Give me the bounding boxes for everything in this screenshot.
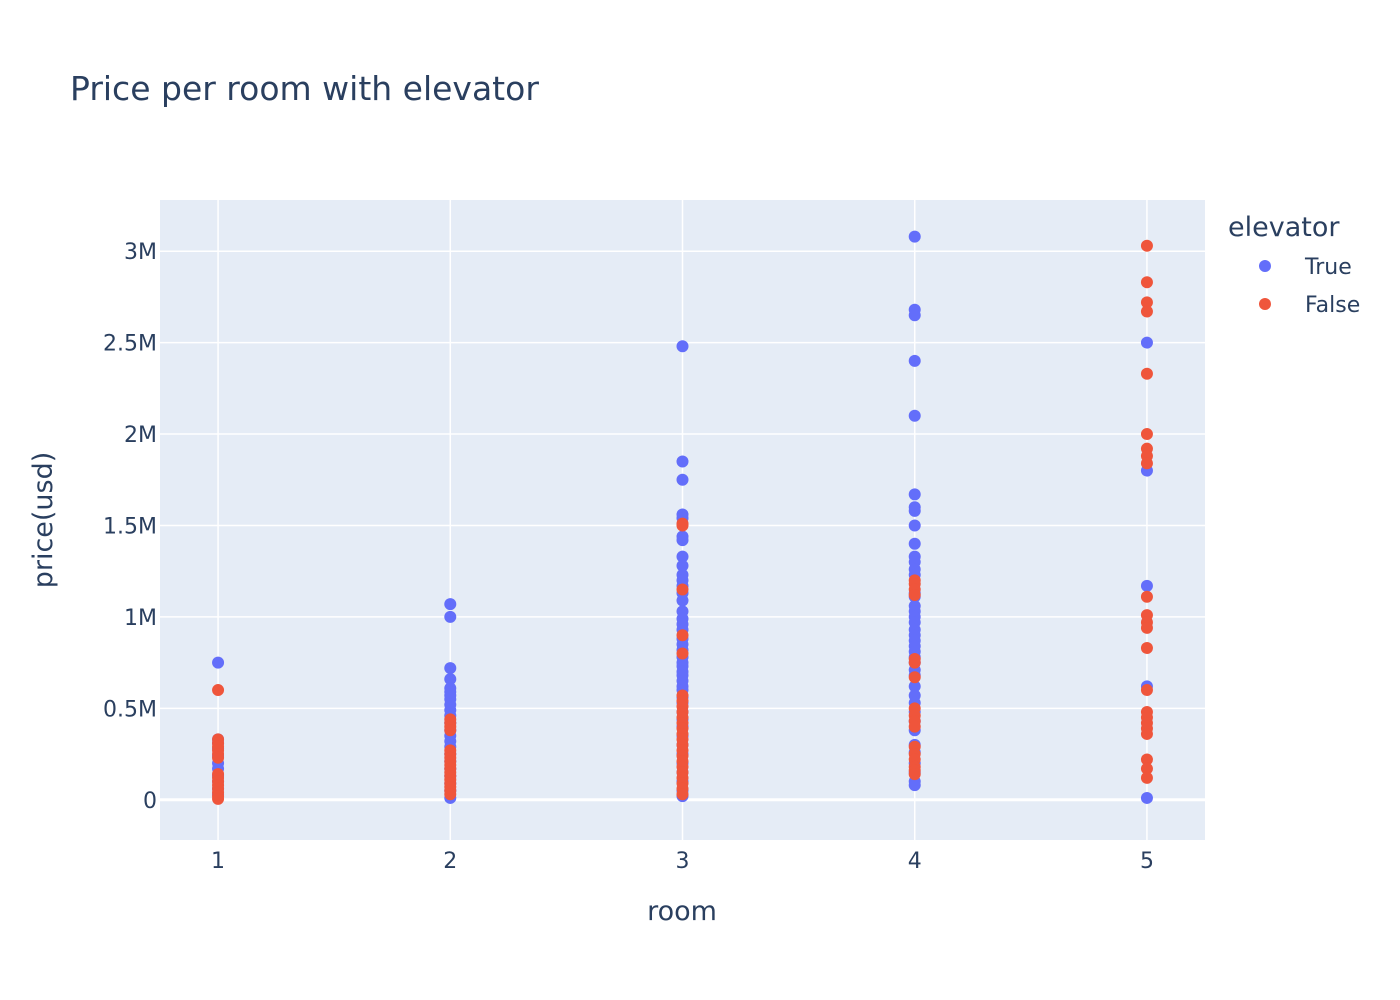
y-tick-label: 2.5M [103, 332, 157, 357]
data-point-false [212, 751, 225, 764]
legend-marker-false [1259, 298, 1271, 310]
data-point-false [444, 724, 457, 737]
data-point-false [1140, 762, 1153, 775]
data-point-false [1140, 621, 1153, 634]
data-point-false [1140, 727, 1153, 740]
data-point-false [1140, 771, 1153, 784]
data-point-false [1140, 428, 1153, 441]
data-point-false [1140, 305, 1153, 318]
y-tick-label: 0 [143, 789, 157, 814]
data-point-true [444, 598, 457, 611]
y-tick-label: 1M [124, 606, 157, 631]
data-point-false [1140, 642, 1153, 654]
legend-label-false: False [1305, 293, 1360, 318]
series-false [212, 239, 1153, 805]
data-point-false [908, 671, 921, 684]
data-point-false [212, 792, 225, 805]
data-point-true [908, 354, 921, 367]
data-point-true [676, 340, 689, 353]
y-tick-label: 2M [124, 423, 157, 448]
data-point-true [908, 537, 921, 550]
data-point-true [676, 559, 689, 572]
data-point-false [1140, 590, 1153, 603]
x-tick-labels: 1 2 3 4 5 [211, 849, 1154, 874]
data-point-false [676, 629, 689, 642]
data-point-false [908, 656, 921, 669]
x-tick-label: 1 [211, 849, 225, 874]
legend-label-true: True [1304, 255, 1352, 280]
data-point-false [676, 583, 689, 596]
chart-title: Price per room with elevator [70, 69, 539, 108]
data-point-false [1140, 239, 1153, 252]
data-point-false [676, 788, 689, 801]
data-point-false [212, 684, 225, 697]
data-point-false [1140, 684, 1153, 697]
data-point-true [908, 680, 921, 693]
data-point-false [676, 647, 689, 660]
data-point-true [444, 662, 457, 675]
data-point-false [908, 720, 921, 733]
data-point-true [1140, 336, 1153, 349]
data-point-true [1140, 579, 1153, 592]
data-points [212, 230, 1153, 805]
data-point-false [908, 588, 921, 601]
y-tick-labels: 0 0.5M 1M 1.5M 2M 2.5M 3M [103, 240, 157, 814]
data-point-true [676, 594, 689, 607]
data-point-false [444, 788, 457, 801]
data-point-false [1140, 296, 1153, 309]
y-tick-label: 1.5M [103, 514, 157, 539]
data-point-false [1140, 367, 1153, 380]
data-point-false [1140, 276, 1153, 289]
data-point-true [444, 673, 457, 686]
data-point-true [676, 534, 689, 547]
data-point-true [1140, 791, 1153, 804]
y-tick-label: 3M [124, 240, 157, 265]
x-tick-label: 5 [1140, 849, 1154, 874]
data-point-true [676, 473, 689, 486]
x-tick-label: 4 [908, 849, 922, 874]
data-point-true [908, 488, 921, 501]
data-point-false [1140, 753, 1153, 766]
y-axis-title: price(usd) [28, 452, 59, 589]
data-point-true [908, 779, 921, 792]
legend[interactable]: elevator True False [1228, 212, 1360, 318]
legend-title: elevator [1228, 212, 1340, 243]
data-point-true [676, 455, 689, 468]
y-tick-label: 0.5M [103, 697, 157, 722]
data-point-true [444, 610, 457, 623]
data-point-true [676, 550, 689, 563]
x-axis-title: room [647, 896, 717, 927]
x-tick-label: 2 [443, 849, 457, 874]
legend-marker-true [1259, 260, 1271, 272]
data-point-true [908, 504, 921, 517]
data-point-false [908, 768, 921, 781]
data-point-true [212, 656, 225, 669]
x-tick-label: 3 [676, 849, 690, 874]
data-point-true [908, 519, 921, 532]
data-point-true [908, 309, 921, 322]
data-point-false [1140, 457, 1153, 470]
data-point-false [676, 519, 689, 532]
legend-item-false[interactable]: False [1259, 293, 1360, 318]
data-point-true [908, 230, 921, 243]
legend-item-true[interactable]: True [1259, 255, 1352, 280]
data-point-true [908, 409, 921, 422]
